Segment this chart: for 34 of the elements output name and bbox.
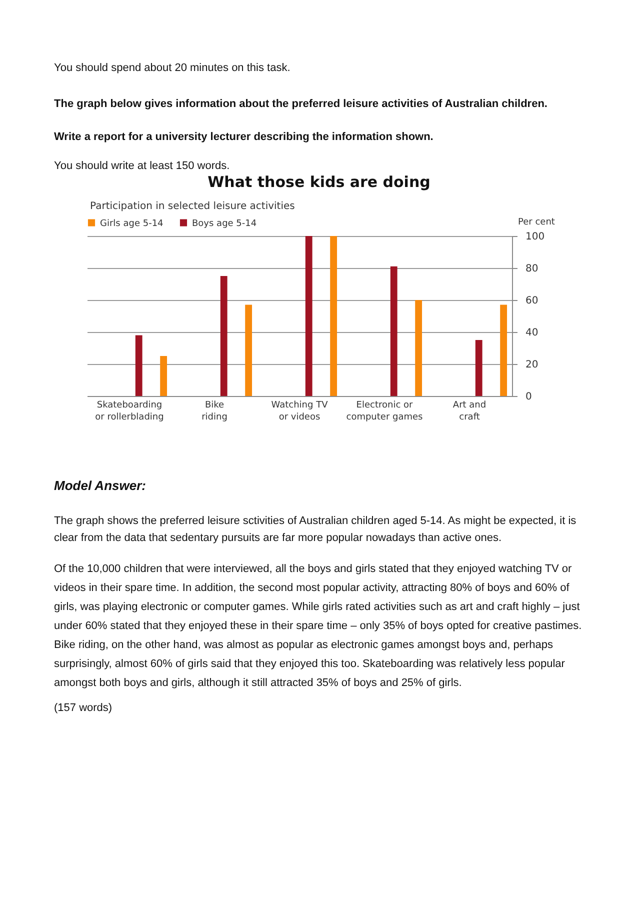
x-tick-label: Electronic or computer games — [346, 400, 424, 422]
bar — [305, 236, 312, 396]
text: Of the 10,000 children that were interviewed, all the boys and girls stated that they enjoyed watching TV or videos in their spare time. In addition, the second most popular activity, attracting 80% of boys and 60% of girls, was playing electronic or computer games. While girls rated activities such as art and craft highly – just under 60% stated that they enjoyed these in their spare time – only 35% of boys opted for creative pastimes. Bike riding, on the other hand, was almost as popular as electronic games amongst boys and, perhaps surprisingly, almost 60% of girls said that they enjoyed this too. Skateboarding was relatively less popular amongst both boys and girls, although it still attracted 35% of boys and 25% of girls. — [54, 562, 583, 691]
bar — [500, 304, 508, 396]
chart-subtitle: Participation in selected leisure activities — [90, 201, 295, 212]
x-tick-label: Watching TV or videos — [271, 400, 329, 422]
bar — [245, 304, 252, 396]
legend-label: Girls age 5-14 — [100, 218, 164, 229]
bar — [160, 356, 168, 396]
y-tick-label: 60 — [526, 296, 538, 306]
y-tick-label: 0 — [526, 392, 532, 402]
x-tick-label: Skateboarding or rollerblading — [95, 400, 164, 422]
x-tick-label: Bike riding — [202, 400, 228, 422]
text: (157 words) — [54, 701, 114, 716]
bar — [390, 266, 398, 396]
legend-label: Boys age 5-14 — [192, 218, 257, 229]
y-tick-label: 20 — [526, 360, 538, 370]
text: The graph shows the preferred leisure sctivities of Australian children aged 5-14. As might be expected, it is clear from the data that sedentary pursuits are far more popular nowadays than active ones. — [54, 514, 578, 546]
y-tick-label: 100 — [526, 232, 545, 242]
x-tick-label: Art and craft — [452, 400, 486, 422]
bar — [135, 335, 142, 396]
y-tick-label: 80 — [526, 264, 538, 274]
y-tick-label: 40 — [526, 328, 538, 338]
bar — [475, 340, 482, 396]
text: You should write at least 150 words. — [54, 160, 230, 172]
bar — [220, 276, 228, 396]
bar — [415, 300, 422, 396]
y-axis-title: Per cent — [518, 218, 556, 228]
text: The graph below gives information about the preferred leisure activities of Australian children. — [54, 97, 548, 112]
text: You should spend about 20 minutes on this task. — [54, 61, 292, 76]
bar — [330, 236, 338, 396]
text: Write a report for a university lecturer describing the information shown. — [54, 130, 434, 145]
chart-title: What those kids are doing — [206, 173, 432, 191]
text: Model Answer: — [54, 477, 147, 494]
